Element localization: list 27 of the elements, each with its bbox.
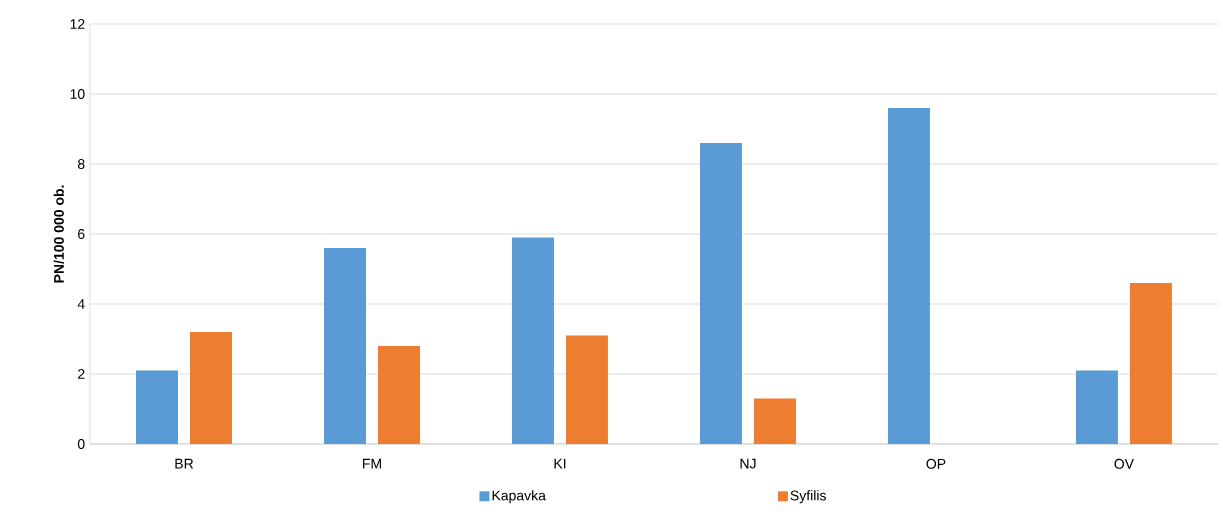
x-tick-label: OP: [926, 458, 946, 469]
x-tick-label: OV: [1114, 458, 1134, 469]
y-axis-title: PN/100 000 ob.: [53, 185, 65, 283]
y-tick-label: 6: [78, 229, 85, 239]
bar: [511, 237, 554, 444]
bar: [377, 345, 420, 444]
x-tick-label: KI: [554, 458, 566, 469]
y-tick-label: 8: [77, 159, 85, 169]
bar: [565, 335, 608, 444]
legend-label: Syfilis: [790, 490, 826, 504]
y-tick-label: 12: [70, 19, 85, 29]
bar: [753, 398, 796, 444]
x-tick-label: FM: [363, 458, 381, 469]
bar: [699, 142, 742, 444]
bar: [190, 331, 233, 444]
bar: [323, 247, 366, 444]
bar: [1129, 282, 1172, 444]
bar: [887, 107, 930, 444]
y-tick-label: 0: [77, 439, 85, 449]
legend-label: Kapavka: [492, 490, 546, 504]
bar: [136, 370, 178, 444]
y-tick-label: 4: [77, 299, 85, 309]
y-tick-label: 10: [70, 89, 85, 99]
y-tick-label: 2: [78, 369, 85, 379]
x-tick-label: NJ: [740, 458, 756, 469]
bar: [1075, 370, 1118, 444]
x-tick-label: BR: [175, 458, 194, 469]
